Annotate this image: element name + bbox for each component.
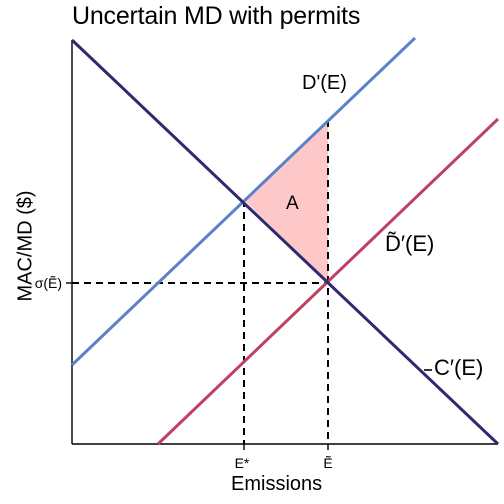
c-prime-curve [70,38,500,446]
y-tick-label-sigma: σ(Ẽ) [35,275,62,291]
area-a [244,120,328,282]
figure-title: Uncertain MD with permits [72,2,361,30]
y-axis-title: MAC/MD ($) [14,190,37,302]
area-label: A [286,193,299,214]
x-axis-title: Emissions [231,473,323,495]
d-prime-label: D'(E) [302,72,347,94]
d-tilde-prime-label: D̃′(E) [385,231,434,256]
c-prime-label: C′(E) [434,355,483,380]
x-tick-label-e-tilde: Ẽ [323,455,332,471]
x-tick-label-e-star: E* [235,455,250,471]
